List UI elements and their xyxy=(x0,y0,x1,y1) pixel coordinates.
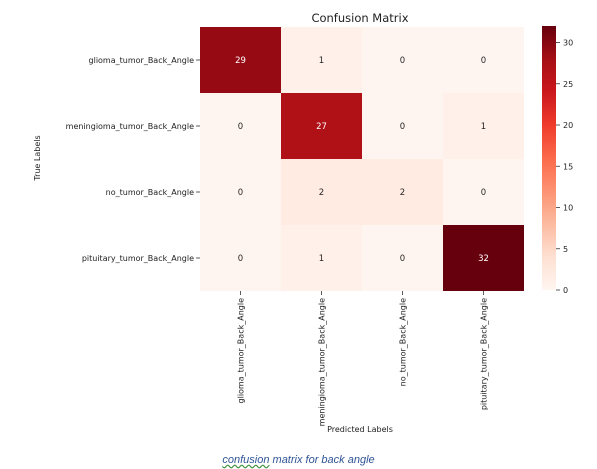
heatmap-cell xyxy=(281,159,362,225)
cell-value: 0 xyxy=(400,122,405,132)
figure-caption: confusion matrix for back angle xyxy=(0,454,597,466)
heatmap-cell xyxy=(362,93,443,159)
column-tick-label: glioma_tumor_Back_Angle xyxy=(237,298,246,404)
heatmap-grid: 29 1 0 0 0 27 0 1 0 2 2 0 0 1 0 32 xyxy=(200,27,524,291)
cell-value: 0 xyxy=(481,56,486,66)
column-tick-label: meningioma_tumor_Back_Angle xyxy=(318,298,327,426)
heatmap-cell xyxy=(443,225,524,291)
row-tick-label: glioma_tumor_Back_Angle xyxy=(89,56,195,65)
colorbar-tick-label: 5 xyxy=(563,245,568,254)
colorbar-tick-label: 15 xyxy=(563,162,573,171)
heatmap-cell xyxy=(443,27,524,93)
heatmap-cell xyxy=(200,93,281,159)
row-tick-label: pituitary_tumor_Back_Angle xyxy=(82,254,194,263)
chart-title: Confusion Matrix xyxy=(311,11,408,25)
column-tick-label: pituitary_tumor_Back_Angle xyxy=(480,298,489,410)
colorbar-tick-label: 25 xyxy=(563,80,573,89)
cell-value: 2 xyxy=(319,188,324,198)
colorbar-tick-label: 30 xyxy=(563,39,573,48)
cell-value: 0 xyxy=(238,254,243,264)
heatmap-cell xyxy=(200,225,281,291)
row-tick-label: meningioma_tumor_Back_Angle xyxy=(66,122,194,131)
heatmap-cell xyxy=(443,93,524,159)
row-tick-label: no_tumor_Back_Angle xyxy=(106,188,194,197)
colorbar-tick-label: 10 xyxy=(563,204,573,213)
cell-value: 32 xyxy=(478,254,489,264)
heatmap-cell xyxy=(362,159,443,225)
cell-value: 0 xyxy=(400,254,405,264)
colorbar-gradient xyxy=(542,26,556,290)
heatmap-cell xyxy=(362,225,443,291)
heatmap-cell xyxy=(281,93,362,159)
caption-word-confusion: confusion xyxy=(222,454,270,466)
cell-value: 2 xyxy=(400,188,405,198)
cell-value: 0 xyxy=(400,56,405,66)
caption-rest: matrix for back angle xyxy=(269,454,375,466)
heatmap-cell xyxy=(281,225,362,291)
cell-value: 1 xyxy=(481,122,486,132)
column-tick-labels: glioma_tumor_Back_Angle meningioma_tumor_… xyxy=(237,291,489,426)
heatmap-cell xyxy=(200,159,281,225)
colorbar-tick-label: 0 xyxy=(563,286,568,295)
colorbar-tick-label: 20 xyxy=(563,121,573,130)
heatmap-cell xyxy=(443,159,524,225)
cell-value: 1 xyxy=(319,56,324,66)
column-tick-label: no_tumor_Back_Angle xyxy=(399,298,408,386)
x-axis-label: Predicted Labels xyxy=(327,425,393,434)
colorbar-ticks: 0 5 10 15 20 25 30 xyxy=(556,39,573,295)
row-tick-labels: glioma_tumor_Back_Angle meningioma_tumor_… xyxy=(66,56,200,263)
y-axis-label: True Labels xyxy=(33,135,42,181)
heatmap-cell xyxy=(362,27,443,93)
cell-value: 29 xyxy=(235,56,246,66)
cell-value: 0 xyxy=(481,188,486,198)
heatmap-cell xyxy=(281,27,362,93)
heatmap-cell xyxy=(200,27,281,93)
colorbar: 0 5 10 15 20 25 30 xyxy=(542,26,573,295)
cell-value: 1 xyxy=(319,254,324,264)
cell-value: 0 xyxy=(238,122,243,132)
cell-value: 0 xyxy=(238,188,243,198)
cell-value: 27 xyxy=(316,122,327,132)
